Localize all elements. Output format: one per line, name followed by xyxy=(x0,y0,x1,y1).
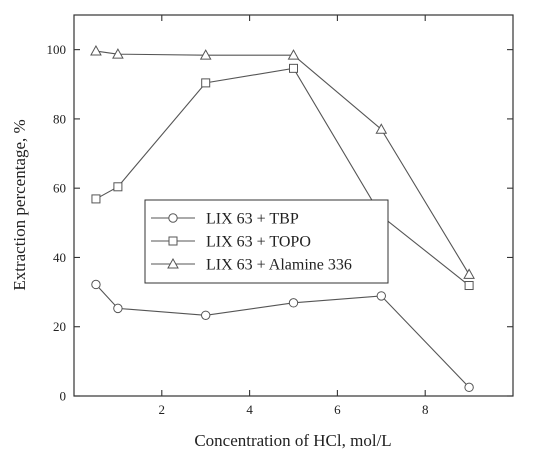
data-point-square-marker xyxy=(113,182,123,192)
series-triangle xyxy=(90,44,475,279)
y-tick-label: 20 xyxy=(53,319,66,334)
legend-label: LIX 63 + Alamine 336 xyxy=(206,257,352,274)
data-point-circle-marker xyxy=(376,291,386,301)
legend-circle-marker xyxy=(168,213,178,223)
x-tick-label: 2 xyxy=(159,402,166,417)
data-point-triangle-marker xyxy=(90,44,102,56)
x-tick-label: 6 xyxy=(334,402,341,417)
y-tick-label: 40 xyxy=(53,250,66,265)
data-point-triangle-marker xyxy=(463,268,475,279)
x-tick-label: 4 xyxy=(246,402,253,417)
legend-label: LIX 63 + TOPO xyxy=(206,234,311,251)
x-axis-title: Concentration of HCl, mol/L xyxy=(194,431,391,450)
data-point-square-marker xyxy=(289,63,298,73)
legend-triangle-marker xyxy=(167,257,179,269)
series-circle xyxy=(91,279,474,393)
y-tick-label: 0 xyxy=(60,389,67,404)
data-point-triangle-marker xyxy=(375,123,388,134)
data-point-circle-marker xyxy=(464,382,474,393)
data-point-square-marker xyxy=(464,281,474,291)
data-point-circle-marker xyxy=(113,303,123,314)
data-point-circle-marker xyxy=(288,298,299,308)
data-point-triangle-marker xyxy=(199,49,212,60)
data-point-square-marker xyxy=(91,194,101,204)
legend-item: LIX 63 + Alamine 336 xyxy=(151,257,352,274)
legend: LIX 63 + TBP LIX 63 + TOPO LIX 63 + Alamin… xyxy=(144,199,389,284)
legend-item: LIX 63 + TBP xyxy=(151,211,299,228)
legend-item: LIX 63 + TOPO xyxy=(151,234,311,251)
data-point-circle-marker xyxy=(91,279,101,290)
y-axis-title: Extraction percentage, % xyxy=(10,119,29,290)
y-tick-label: 100 xyxy=(47,42,67,57)
data-point-square-marker xyxy=(201,78,211,88)
series-line-circle xyxy=(95,284,470,388)
data-point-circle-marker xyxy=(201,310,211,320)
y-tick-label: 60 xyxy=(53,181,66,196)
plot-frame xyxy=(73,14,514,397)
series-layer xyxy=(90,44,475,393)
legend-label: LIX 63 + TBP xyxy=(206,211,299,228)
y-tick-label: 80 xyxy=(53,111,66,126)
legend-square-marker xyxy=(168,236,178,246)
data-point-triangle-marker xyxy=(112,48,124,59)
series-line-triangle xyxy=(95,50,470,275)
x-tick-label: 8 xyxy=(422,402,429,417)
data-point-triangle-marker xyxy=(287,49,300,60)
